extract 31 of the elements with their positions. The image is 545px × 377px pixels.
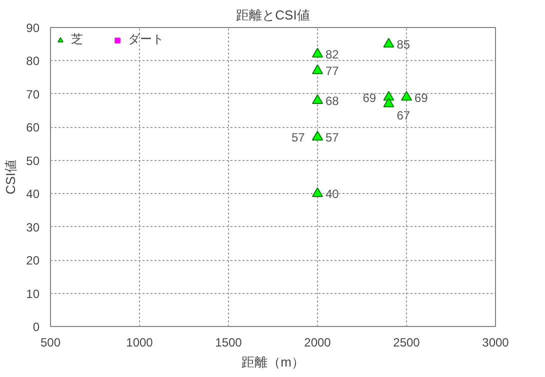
legend-label: 芝 (71, 31, 84, 48)
y-tick-label: 60 (26, 120, 40, 135)
data-label: 40 (326, 187, 340, 202)
data-label: 57 (292, 130, 306, 145)
data-label: 67 (396, 108, 410, 122)
y-axis-title: CSI値 (3, 160, 18, 194)
x-tick-label: 2500 (393, 336, 420, 350)
x-tick-label: 3000 (482, 336, 510, 350)
y-tick-label: 0 (32, 320, 40, 334)
y-tick-label: 10 (26, 286, 40, 301)
y-tick-label: 20 (26, 254, 40, 268)
legend-label: ダート (128, 31, 164, 48)
data-label: 57 (326, 130, 340, 145)
data-label: 68 (326, 94, 340, 108)
y-tick-label: 50 (26, 154, 40, 168)
data-label: 69 (362, 90, 376, 105)
y-tick-label: 90 (26, 21, 40, 35)
y-tick-label: 40 (26, 187, 40, 202)
y-tick-label: 30 (26, 220, 40, 234)
y-tick-label: 70 (26, 87, 40, 102)
x-tick-label: 500 (40, 336, 61, 350)
x-tick-label: 1000 (126, 336, 154, 350)
data-label: 82 (326, 48, 340, 62)
y-tick-label: 80 (26, 54, 40, 68)
data-label: 69 (414, 90, 428, 105)
chart-title: 距離とCSI値 (236, 8, 310, 22)
x-tick-label: 1500 (215, 336, 242, 350)
data-label: 77 (326, 64, 340, 78)
x-tick-label: 2000 (304, 336, 332, 350)
data-label: 85 (396, 38, 410, 52)
x-axis-title: 距離（m） (242, 354, 304, 370)
